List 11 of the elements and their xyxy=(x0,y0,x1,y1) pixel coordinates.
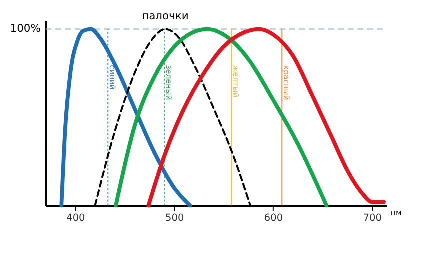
ref-line-label: желтый xyxy=(232,65,241,98)
ref-line-label: синий xyxy=(108,65,118,90)
x-tick-label: 500 xyxy=(166,212,184,224)
series-label: палочки xyxy=(142,10,189,23)
x-tick-label: 400 xyxy=(66,212,86,224)
x-axis-title: нм xyxy=(390,208,402,218)
ref-line-label: зеленый xyxy=(164,65,174,100)
ref-line-label: 100% xyxy=(10,22,41,36)
x-tick-label: 700 xyxy=(363,212,382,224)
x-tick-label: 600 xyxy=(264,212,284,224)
ref-line-label: красный xyxy=(282,65,292,100)
